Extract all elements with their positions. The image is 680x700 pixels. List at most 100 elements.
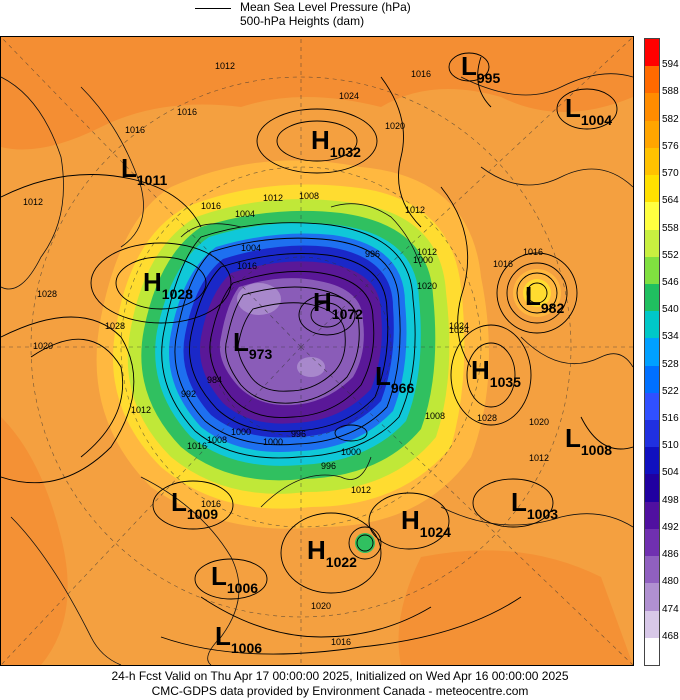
legend-label-500hpa: 500-hPa Heights (dam): [240, 14, 365, 28]
isobar-label: 1024: [339, 91, 359, 101]
colorbar-tick-label: 486: [662, 549, 679, 561]
pressure-system-low[interactable]: L1011: [121, 153, 168, 188]
isobar-label: 996: [321, 461, 336, 471]
pressure-system-low[interactable]: L1006: [211, 561, 259, 596]
colorbar-tick-label: 468: [662, 630, 679, 642]
coastlines: [1, 73, 633, 665]
colorbar-tick-label: 594: [662, 59, 679, 71]
colorbar-tick-label: 534: [662, 331, 679, 343]
pressure-system-low[interactable]: L1008: [565, 423, 613, 458]
isobar-label: 1016: [411, 69, 431, 79]
pressure-system-low[interactable]: L995: [461, 51, 501, 86]
colorbar-cell: [645, 283, 659, 312]
weather-map[interactable]: 1012 1024 1016 1016 1020 1016 1012 1016 …: [0, 36, 634, 666]
pressure-system-low[interactable]: L1004: [565, 93, 613, 128]
isobar-label: 1020: [417, 281, 437, 291]
colorbar: [644, 38, 660, 666]
colorbar-tick-label: 588: [662, 86, 679, 98]
isobar-label: 1000: [341, 447, 361, 457]
lat-lon-grid: [1, 37, 633, 665]
pressure-system-high[interactable]: H1035: [471, 355, 521, 390]
pressure-system-low[interactable]: L1003: [511, 487, 559, 522]
low-core-green: [355, 533, 375, 553]
colorbar-tick-label: 558: [662, 222, 679, 234]
colorbar-tick-label: 498: [662, 494, 679, 506]
isobar-label: 1024: [449, 325, 469, 335]
colorbar-cell: [645, 501, 659, 530]
isobar-label: 1008: [299, 191, 319, 201]
isobar-legend-line: [195, 8, 231, 9]
colorbar-cell: [645, 147, 659, 176]
colorbar-cell: [645, 93, 659, 122]
isobar-label: 1000: [231, 427, 251, 437]
colorbar-cell: [645, 420, 659, 448]
colorbar-tick-label: 522: [662, 385, 679, 397]
isobar-label: 1028: [477, 413, 497, 423]
isobar-label: 1028: [37, 289, 57, 299]
pressure-system-high[interactable]: H1024: [401, 505, 451, 540]
legend-label-mslp: Mean Sea Level Pressure (hPa): [240, 0, 411, 14]
isobar-label: 984: [207, 375, 222, 385]
pressure-system-high[interactable]: H1072: [313, 287, 363, 322]
map-canvas: 1012 1024 1016 1016 1020 1016 1012 1016 …: [1, 37, 633, 665]
colorbar-cell: [645, 447, 659, 475]
isobar-label: 1016: [201, 499, 221, 509]
colorbar-cell: [645, 583, 659, 612]
colorbar-cell: [645, 610, 659, 639]
forecast-valid-text: 24-h Fcst Valid on Thu Apr 17 00:00:00 2…: [111, 669, 569, 683]
colorbar-cell: [645, 338, 659, 367]
isobar-label: 1012: [263, 193, 283, 203]
isobar-label: 1012: [529, 453, 549, 463]
colorbar-tick-label: 582: [662, 113, 679, 125]
colorbar-tick-label: 516: [662, 413, 679, 425]
colorbar-cell: [645, 175, 659, 203]
isobar-label: 1008: [425, 411, 445, 421]
isobar-label: 1020: [385, 121, 405, 131]
colorbar-cell: [645, 311, 659, 339]
colorbar-cell: [645, 39, 659, 67]
isobar-label: 1004: [235, 209, 255, 219]
isobar-label: 1020: [529, 417, 549, 427]
isobar-label: 996: [365, 249, 380, 259]
pressure-system-low[interactable]: L966: [375, 361, 415, 396]
height-zone-588: [1, 37, 633, 150]
colorbar-tick-label: 480: [662, 576, 679, 588]
map-legend: Mean Sea Level Pressure (hPa) 500-hPa He…: [195, 0, 495, 32]
pressure-system-high[interactable]: H1032: [311, 125, 361, 160]
isobar-label: 1016: [177, 107, 197, 117]
isobar-label: 1012: [405, 205, 425, 215]
isobars: [1, 52, 633, 655]
colorbar-cell: [645, 365, 659, 394]
isobar-label: 1016: [237, 261, 257, 271]
isobar-label: 1012: [23, 197, 43, 207]
pressure-system-high[interactable]: H1022: [307, 535, 357, 570]
isobar-label: 1012: [215, 61, 235, 71]
colorbar-tick-label: 552: [662, 249, 679, 261]
colorbar-tick-label: 510: [662, 440, 679, 452]
isobar-label: 1000: [413, 255, 433, 265]
colorbar-tick-label: 564: [662, 195, 679, 207]
isobar-label: 1028: [105, 321, 125, 331]
colorbar-cell: [645, 392, 659, 421]
colorbar-cell: [645, 528, 659, 557]
pressure-system-low[interactable]: L1009: [171, 487, 219, 522]
isobar-label: 996: [291, 429, 306, 439]
pressure-system-high[interactable]: H1028: [143, 267, 193, 302]
pressure-system-low[interactable]: L973: [233, 327, 273, 362]
height-zone-474-b: [297, 357, 325, 377]
isobar-label: 1024: [449, 321, 469, 331]
colorbar-cell: [645, 120, 659, 149]
isobar-label: 1020: [33, 341, 53, 351]
colorbar-cell: [645, 256, 659, 285]
data-credit-text: CMC-GDPS data provided by Environment Ca…: [151, 684, 529, 698]
pressure-system-low[interactable]: L1006: [215, 621, 263, 656]
colorbar-tick-label: 546: [662, 276, 679, 288]
pressure-system-low[interactable]: L982: [525, 281, 565, 316]
isobar-label: 1016: [493, 259, 513, 269]
isobar-label: 1000: [263, 437, 283, 447]
height-zone-588-sw: [1, 417, 68, 665]
isobar-label: 1016: [125, 125, 145, 135]
isobar-label: 1016: [201, 201, 221, 211]
isobar-label: 1016: [331, 637, 351, 647]
isobar-label: 1016: [523, 247, 543, 257]
